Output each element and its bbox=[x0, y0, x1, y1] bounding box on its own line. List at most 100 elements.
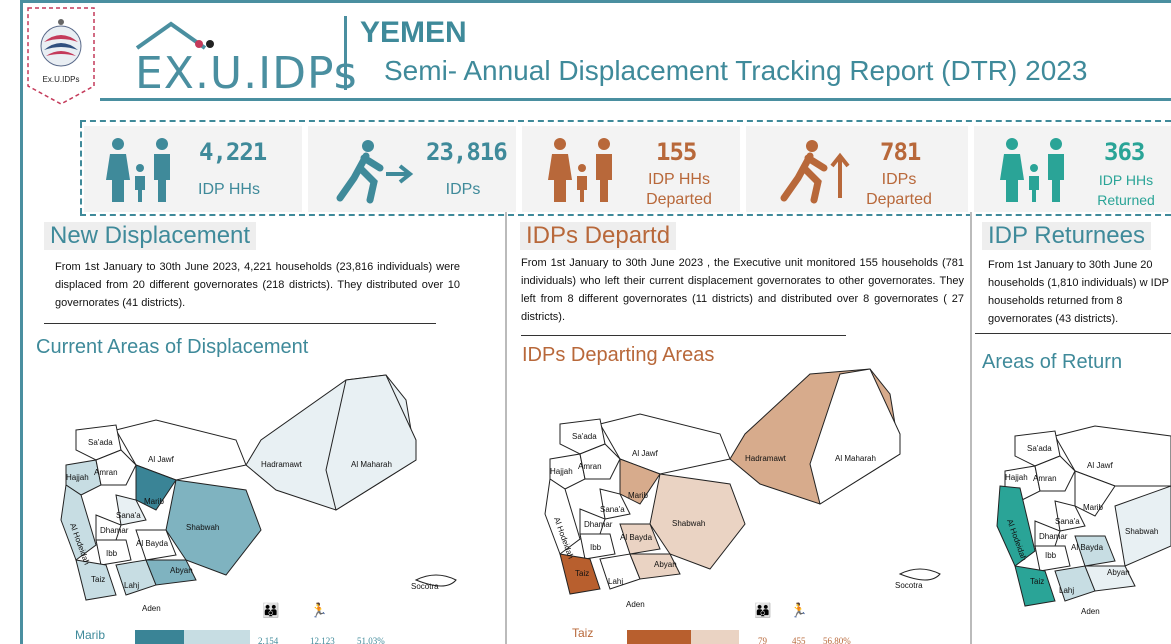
map-label: Taiz bbox=[575, 569, 589, 578]
yemen-map-departing-areas: Sa'ada Hajjah Amran Al Jawf Hadramawt Al… bbox=[544, 368, 941, 609]
map-label: Ibb bbox=[590, 543, 602, 552]
region-albayda[interactable] bbox=[619, 523, 661, 555]
map-label: Sa'ada bbox=[88, 438, 113, 447]
map-label: Lahj bbox=[608, 577, 623, 586]
map-label: Marib bbox=[628, 491, 649, 500]
region-marib[interactable] bbox=[135, 464, 177, 511]
kpi-strip: 4,221 IDP HHs 23,816 IDPs 155 IDP HHs De… bbox=[80, 120, 1171, 216]
map-label: Marib bbox=[144, 497, 165, 506]
kpi-label: IDP HHs Departed bbox=[646, 171, 712, 208]
map-title: Areas of Return bbox=[982, 351, 1123, 373]
region-shabwah[interactable] bbox=[1114, 485, 1171, 567]
map-label: Abyan bbox=[1107, 568, 1130, 577]
family-icon: 👪 bbox=[754, 602, 772, 618]
frame-left-line bbox=[20, 0, 23, 644]
map-label: Al Maharah bbox=[835, 454, 876, 463]
kpi-idps-departed: 781 IDPs Departed bbox=[746, 126, 968, 212]
map-label: Lahj bbox=[124, 581, 139, 590]
map-label: Amran bbox=[1033, 474, 1057, 483]
kpi-value: 4,221 bbox=[199, 138, 267, 166]
region-hajjah[interactable] bbox=[65, 459, 102, 496]
region-marib[interactable] bbox=[1074, 470, 1116, 517]
section-title-idp-returnees: IDP Returnees bbox=[982, 222, 1151, 250]
map-label: Sana'a bbox=[116, 511, 141, 520]
region-sanaa[interactable] bbox=[115, 494, 147, 526]
region-alhodeidah[interactable] bbox=[544, 478, 581, 555]
map-label: Amran bbox=[94, 468, 118, 477]
yemen-map-areas-of-return: Sa'ada Hajjah Amran Al Jawf Marib Sana'a… bbox=[996, 425, 1171, 616]
walking-person-arrow-icon: 🏃 bbox=[310, 602, 328, 618]
region-alhodeidah[interactable] bbox=[60, 484, 97, 561]
legend-percent: 56.80% bbox=[823, 636, 851, 644]
region-abyan[interactable] bbox=[629, 553, 681, 580]
region-abyan[interactable] bbox=[145, 559, 197, 586]
map-label: Al Maharah bbox=[351, 460, 392, 469]
kpi-label: IDP HHs Returned bbox=[1097, 172, 1155, 208]
map-label: Socotra bbox=[411, 582, 439, 591]
legend-hh: 79 bbox=[758, 636, 767, 644]
map-title: IDPs Departing Areas bbox=[522, 344, 715, 366]
map-label: Ibb bbox=[1045, 551, 1057, 560]
kpi-hhs-departed: 155 IDP HHs Departed bbox=[522, 126, 740, 212]
walking-person-arrow-icon bbox=[336, 140, 414, 204]
legend-percent: 51.03% bbox=[357, 636, 385, 644]
column-separator bbox=[505, 212, 507, 644]
section-title-new-displacement: New Displacement bbox=[44, 222, 257, 250]
legend-bar-track bbox=[135, 630, 250, 644]
region-taiz[interactable] bbox=[559, 553, 601, 595]
map-label: Al Bayda bbox=[136, 539, 169, 548]
region-ibb[interactable] bbox=[579, 533, 616, 560]
kpi-idp-hhs: 4,221 IDP HHs bbox=[84, 126, 302, 212]
map-label: Al Jawf bbox=[148, 455, 175, 464]
legend-bar-track bbox=[627, 630, 739, 644]
section-title-idps-departed: IDPs Departd bbox=[520, 222, 677, 250]
region-sanaa[interactable] bbox=[1054, 500, 1086, 532]
map-label: Taiz bbox=[1030, 577, 1044, 586]
map-label: Sana'a bbox=[600, 505, 625, 514]
house-roof-icon bbox=[135, 21, 214, 50]
region-ibb[interactable] bbox=[1034, 545, 1071, 572]
map-label: Hajjah bbox=[550, 467, 573, 476]
map-label: Aden bbox=[142, 604, 161, 613]
map-label: Hadramawt bbox=[745, 454, 787, 463]
region-amran[interactable] bbox=[579, 443, 621, 480]
region-socotra[interactable] bbox=[898, 568, 941, 581]
region-abyan[interactable] bbox=[1084, 565, 1136, 592]
region-ibb[interactable] bbox=[95, 539, 132, 566]
region-taiz[interactable] bbox=[75, 559, 117, 601]
map-label: Sa'ada bbox=[1027, 444, 1052, 453]
frame-top-line bbox=[20, 0, 1171, 3]
region-sanaa[interactable] bbox=[599, 488, 631, 520]
brand-logo: EX.U.IDPs bbox=[135, 20, 357, 99]
region-marib[interactable] bbox=[619, 458, 661, 505]
region-almaharah[interactable] bbox=[809, 368, 901, 505]
family-icon bbox=[1000, 138, 1064, 202]
report-title: Semi- Annual Displacement Tracking Repor… bbox=[384, 55, 1088, 86]
region-amran[interactable] bbox=[95, 449, 137, 486]
legend-individuals: 455 bbox=[792, 636, 806, 644]
region-socotra[interactable] bbox=[414, 574, 457, 587]
kpi-value: 23,816 bbox=[426, 138, 508, 166]
region-almaharah[interactable] bbox=[325, 374, 417, 511]
map-label: Abyan bbox=[170, 566, 193, 575]
map-label: Aden bbox=[626, 600, 645, 609]
region-hajjah[interactable] bbox=[549, 453, 586, 490]
kpi-hhs-returned: 363 IDP HHs Returned bbox=[974, 126, 1171, 212]
map-label: Al Bayda bbox=[620, 533, 653, 542]
region-taiz[interactable] bbox=[1014, 565, 1056, 607]
kpi-idps: 23,816 IDPs bbox=[308, 126, 516, 212]
region-albayda[interactable] bbox=[1074, 535, 1116, 567]
yemen-map-current-areas: Sa'ada Hajjah Amran Al Jawf Hadramawt Al… bbox=[60, 374, 457, 613]
region-amran[interactable] bbox=[1034, 455, 1076, 492]
map-label: Aden bbox=[1081, 607, 1100, 616]
map-label: Amran bbox=[578, 462, 602, 471]
map-label: Ibb bbox=[106, 549, 118, 558]
legend-bar-fill bbox=[627, 630, 691, 644]
region-albayda[interactable] bbox=[135, 529, 177, 561]
family-icon: 👪 bbox=[262, 602, 280, 618]
map-label: Shabwah bbox=[186, 523, 219, 532]
map-label: Sa'ada bbox=[572, 432, 597, 441]
map-label: Hajjah bbox=[66, 473, 89, 482]
family-icon bbox=[106, 138, 170, 202]
region-alhodeidah[interactable] bbox=[996, 485, 1036, 567]
